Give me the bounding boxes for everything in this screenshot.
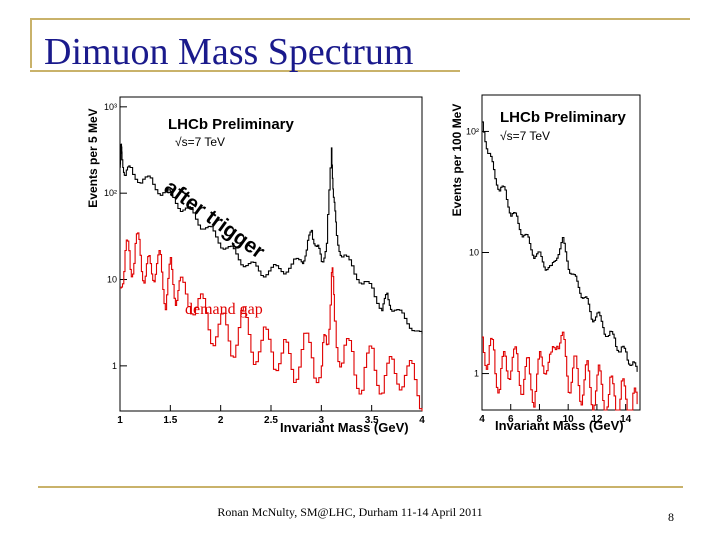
x-tick-label: 1 xyxy=(117,415,123,426)
x-tick-label: 12 xyxy=(591,414,603,425)
page-number: 8 xyxy=(668,510,674,524)
left-logo: LHCb Preliminary xyxy=(168,116,295,133)
left-energy: √s=7 TeV xyxy=(175,135,225,149)
footer-rule-left xyxy=(38,486,683,488)
y-tick-label: 10² xyxy=(466,126,479,136)
x-tick-label: 8 xyxy=(537,414,543,425)
x-tick-label: 1.5 xyxy=(163,415,177,426)
right-plot-series xyxy=(482,121,638,411)
demand-gap-series xyxy=(120,232,423,411)
title-underline xyxy=(30,70,460,72)
slide-footer: Ronan McNulty, SM@LHC, Durham 11-14 Apri… xyxy=(217,505,483,519)
x-tick-label: 4 xyxy=(419,415,425,426)
y-tick-label: 1 xyxy=(474,369,479,379)
left-ylabel: Events per 5 MeV xyxy=(86,108,100,207)
right-ylabel: Events per 100 MeV xyxy=(450,104,464,217)
x-tick-label: 6 xyxy=(508,414,514,425)
y-tick-label: 1 xyxy=(112,361,117,371)
y-tick-label: 10 xyxy=(469,248,479,258)
right-logo: LHCb Preliminary xyxy=(500,109,627,126)
after-trigger-annotation: after trigger xyxy=(160,175,269,263)
y-tick-label: 10² xyxy=(104,188,117,198)
title-top-rule xyxy=(30,18,690,20)
y-tick-label: 10³ xyxy=(104,102,117,112)
demand-gap-series xyxy=(482,331,638,411)
x-tick-label: 3 xyxy=(319,415,325,426)
x-tick-label: 2.5 xyxy=(264,415,278,426)
right-xlabel: Invariant Mass (GeV) xyxy=(495,418,624,433)
x-tick-label: 4 xyxy=(479,414,485,425)
x-tick-label: 2 xyxy=(218,415,224,426)
right-energy: √s=7 TeV xyxy=(500,129,550,143)
x-tick-label: 3.5 xyxy=(365,415,379,426)
after-trigger-series xyxy=(119,143,423,334)
y-tick-label: 10 xyxy=(107,275,117,285)
slide-title: Dimuon Mass Spectrum xyxy=(44,31,414,73)
left-plot-frame xyxy=(119,96,423,412)
title-side-rule xyxy=(30,18,32,68)
left-plot-series xyxy=(119,143,423,411)
x-tick-label: 14 xyxy=(620,414,632,425)
right-axis-ticks: 4 6 8 10 12 14 1 10 10² xyxy=(466,126,632,425)
x-tick-label: 10 xyxy=(563,414,575,425)
left-xlabel: Invariant Mass (GeV) xyxy=(280,420,409,435)
demand-gap-annotation: demand gap xyxy=(185,301,263,318)
left-axis-ticks: 1 1.5 2 2.5 3 3.5 4 1 10 10² 10³ xyxy=(104,102,425,426)
after-trigger-series xyxy=(482,121,638,372)
